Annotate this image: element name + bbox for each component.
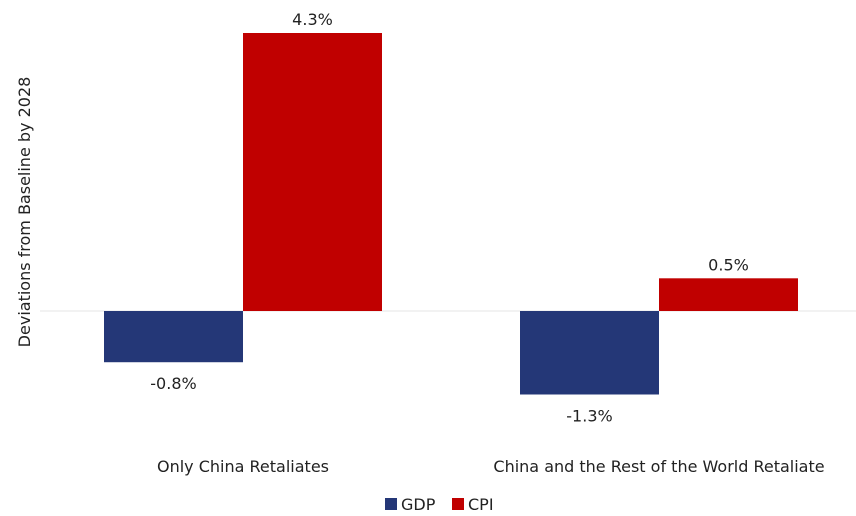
legend: GDP CPI bbox=[385, 495, 494, 514]
cpi-value-label-2: 0.5% bbox=[708, 255, 749, 274]
legend-swatch-gdp bbox=[385, 498, 397, 510]
category-label-china-and-rest-of-world: China and the Rest of the World Retaliat… bbox=[493, 457, 824, 476]
category-label-only-china: Only China Retaliates bbox=[157, 457, 329, 476]
y-axis-title: Deviations from Baseline by 2028 bbox=[15, 77, 34, 348]
bars-group bbox=[104, 33, 798, 395]
gdp-bar-2 bbox=[520, 311, 659, 395]
gdp-bar-1 bbox=[104, 311, 243, 363]
cpi-bar-1 bbox=[243, 33, 382, 311]
cpi-bar-2 bbox=[659, 278, 798, 311]
cpi-value-label-1: 4.3% bbox=[292, 10, 333, 29]
gdp-value-label-1: -0.8% bbox=[150, 374, 196, 393]
legend-swatch-cpi bbox=[452, 498, 464, 510]
gdp-value-label-2: -1.3% bbox=[566, 407, 612, 426]
axis-title-group: Deviations from Baseline by 2028 bbox=[15, 77, 34, 348]
legend-label-cpi: CPI bbox=[468, 495, 494, 512]
category-labels: Only China Retaliates China and the Rest… bbox=[157, 457, 825, 476]
data-labels-group: -0.8% -1.3% 4.3% 0.5% bbox=[150, 10, 749, 426]
legend-label-gdp: GDP bbox=[401, 495, 436, 512]
